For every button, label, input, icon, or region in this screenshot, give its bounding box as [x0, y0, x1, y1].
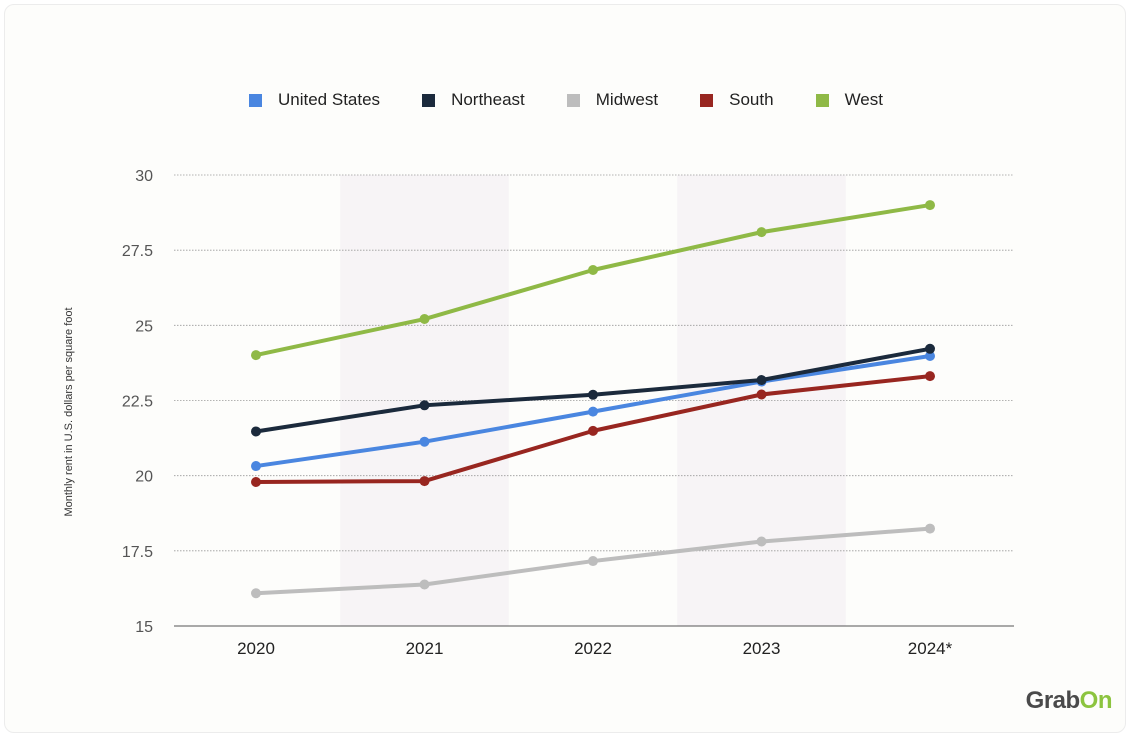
- legend-swatch: [700, 93, 714, 107]
- logo-text-grab: Grab: [1025, 687, 1081, 714]
- data-point-midwest[interactable]: [251, 588, 261, 599]
- data-point-west[interactable]: [756, 227, 767, 238]
- y-tick-label: 22.5: [122, 394, 153, 411]
- data-point-united-states[interactable]: [251, 461, 261, 472]
- data-point-south[interactable]: [419, 476, 430, 487]
- data-point-northeast[interactable]: [756, 375, 767, 386]
- series-west: [251, 200, 935, 361]
- y-tick-label: 30: [135, 168, 153, 185]
- series-northeast: [251, 343, 935, 437]
- data-point-west[interactable]: [588, 265, 598, 276]
- legend-swatch: [566, 93, 580, 107]
- legend-item-south[interactable]: South: [700, 90, 774, 110]
- data-point-west[interactable]: [419, 314, 430, 325]
- data-point-northeast[interactable]: [419, 400, 430, 411]
- data-point-northeast[interactable]: [925, 343, 935, 354]
- data-point-west[interactable]: [925, 200, 935, 211]
- y-axis-ticks: 15 17.5 20 22.5 25 27.5 30: [122, 168, 153, 636]
- legend-item-united-states[interactable]: United States: [249, 90, 380, 110]
- data-point-south[interactable]: [251, 476, 261, 487]
- x-tick-label: 2024*: [908, 639, 953, 658]
- legend-item-midwest[interactable]: Midwest: [566, 90, 659, 110]
- series-lines: [251, 200, 935, 599]
- logo-text-on: On: [1079, 687, 1113, 714]
- y-tick-label: 17.5: [122, 544, 153, 561]
- data-point-south[interactable]: [588, 425, 598, 436]
- chart-card: [4, 4, 1126, 733]
- y-axis-label: Monthly rent in U.S. dollars per square …: [63, 307, 75, 516]
- x-tick-label: 2023: [743, 639, 781, 658]
- data-point-midwest[interactable]: [756, 536, 767, 547]
- grabon-logo: GrabOn: [1025, 687, 1113, 715]
- data-point-northeast[interactable]: [251, 426, 261, 437]
- legend: United States Northeast Midwest South West: [0, 90, 1132, 110]
- legend-swatch: [422, 93, 436, 107]
- data-point-west[interactable]: [251, 350, 261, 361]
- legend-label: South: [729, 90, 774, 109]
- y-tick-label: 25: [135, 318, 153, 335]
- y-tick-label: 15: [135, 619, 153, 636]
- legend-label: United States: [278, 90, 381, 109]
- x-tick-label: 2022: [574, 639, 612, 658]
- data-point-south[interactable]: [925, 371, 935, 382]
- data-point-united-states[interactable]: [588, 406, 598, 417]
- data-point-midwest[interactable]: [588, 556, 598, 567]
- legend-item-west[interactable]: West: [815, 90, 883, 110]
- legend-label: Northeast: [451, 90, 525, 109]
- data-point-midwest[interactable]: [419, 579, 430, 590]
- y-tick-label: 20: [135, 469, 153, 486]
- data-point-northeast[interactable]: [588, 389, 598, 400]
- legend-swatch: [815, 93, 829, 107]
- data-point-united-states[interactable]: [925, 351, 935, 362]
- series-midwest: [251, 523, 935, 599]
- legend-swatch: [249, 93, 262, 107]
- x-tick-label: 2021: [406, 639, 444, 658]
- data-point-south[interactable]: [756, 389, 767, 400]
- y-tick-label: 27.5: [122, 243, 153, 260]
- gridlines: [174, 174, 1014, 627]
- data-point-united-states[interactable]: [419, 436, 430, 447]
- legend-label: Midwest: [595, 90, 659, 109]
- legend-label: West: [844, 90, 883, 109]
- legend-item-northeast[interactable]: Northeast: [422, 90, 525, 110]
- data-point-midwest[interactable]: [925, 523, 935, 534]
- x-axis-ticks: 2020 2021 2022 2023 2024*: [237, 639, 953, 658]
- series-south: [251, 371, 935, 487]
- x-tick-label: 2020: [237, 639, 275, 658]
